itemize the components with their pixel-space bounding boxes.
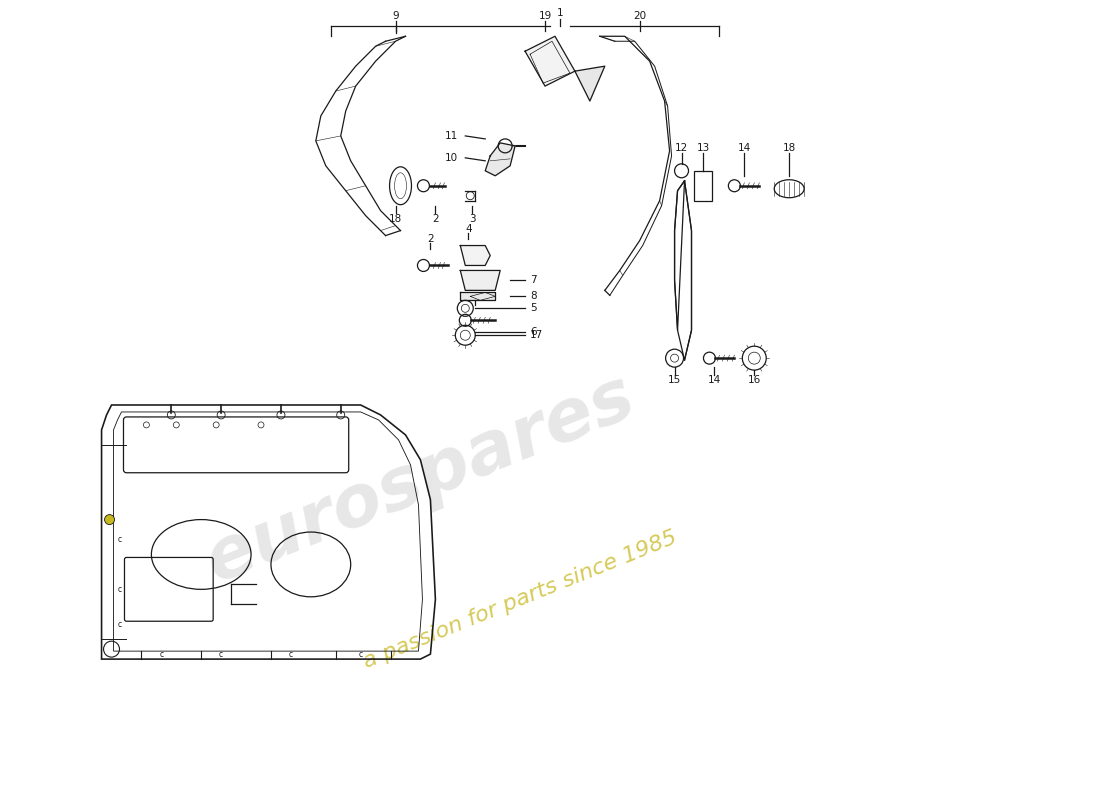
Text: 2: 2: [427, 234, 433, 243]
Text: 14: 14: [707, 375, 722, 385]
Text: 16: 16: [748, 375, 761, 385]
Text: c: c: [160, 650, 164, 658]
Text: 17: 17: [530, 330, 543, 340]
Text: 4: 4: [465, 223, 472, 234]
Polygon shape: [460, 292, 495, 300]
Text: 19: 19: [538, 11, 551, 22]
Text: 9: 9: [393, 11, 399, 22]
Text: 18: 18: [782, 143, 795, 153]
Text: 18: 18: [389, 214, 403, 224]
Text: 5: 5: [530, 303, 537, 314]
Bar: [694, 170, 713, 201]
Text: 13: 13: [696, 143, 711, 153]
Polygon shape: [485, 143, 515, 176]
Text: eurospares: eurospares: [196, 362, 645, 598]
Text: 8: 8: [530, 291, 537, 302]
Text: c: c: [118, 620, 122, 629]
Polygon shape: [460, 270, 500, 290]
Text: 20: 20: [634, 11, 647, 22]
Text: c: c: [289, 650, 293, 658]
Text: c: c: [359, 650, 363, 658]
Text: 2: 2: [432, 214, 439, 224]
Text: a passion for parts since 1985: a passion for parts since 1985: [361, 527, 680, 671]
Text: 15: 15: [668, 375, 681, 385]
Text: 1: 1: [557, 8, 563, 18]
Text: 14: 14: [738, 143, 751, 153]
Text: 12: 12: [675, 143, 689, 153]
Circle shape: [104, 514, 114, 525]
Text: 11: 11: [446, 131, 459, 141]
Text: 7: 7: [530, 275, 537, 286]
Text: c: c: [118, 535, 122, 544]
Polygon shape: [460, 246, 491, 266]
Text: 10: 10: [446, 153, 459, 163]
Polygon shape: [575, 66, 605, 101]
Text: 3: 3: [469, 214, 475, 224]
Text: c: c: [219, 650, 223, 658]
Polygon shape: [525, 36, 575, 86]
Text: 6: 6: [530, 327, 537, 338]
Text: c: c: [118, 585, 122, 594]
